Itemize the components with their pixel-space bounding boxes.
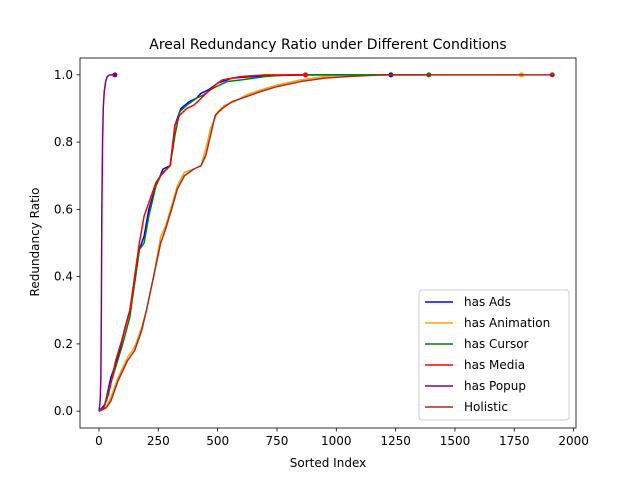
x-tick-label: 750 [266, 434, 289, 448]
chart-title: Areal Redundancy Ratio under Different C… [149, 37, 506, 53]
legend-label: has Ads [464, 295, 511, 309]
y-axis: 0.0 0.2 0.4 0.6 0.8 1.0 [54, 68, 80, 418]
legend: has Ads has Animation has Cursor has Media h… [418, 289, 570, 421]
legend-label: has Animation [464, 316, 550, 330]
legend-label: has Media [464, 358, 525, 372]
series-end-marker-has-media [302, 72, 308, 78]
y-tick-label: 0.0 [54, 404, 73, 418]
legend-label: has Cursor [464, 337, 529, 351]
x-tick-label: 250 [147, 434, 170, 448]
legend-label: has Popup [464, 379, 526, 393]
series-line-holistic [98, 74, 553, 412]
y-axis-label: Redundancy Ratio [28, 188, 42, 297]
legend-label: Holistic [464, 400, 508, 414]
x-tick-label: 1250 [380, 434, 411, 448]
x-tick-label: 500 [206, 434, 229, 448]
y-tick-label: 0.8 [54, 135, 73, 149]
legend-box [418, 289, 570, 421]
y-tick-label: 0.2 [54, 337, 73, 351]
plot-frame [79, 57, 577, 429]
x-tick-label: 1000 [321, 434, 352, 448]
series-line-has-popup [98, 74, 115, 412]
series-end-marker-holistic [549, 72, 555, 78]
series-end-marker-has-popup [112, 72, 118, 78]
y-tick-label: 1.0 [54, 68, 73, 82]
plot-area [79, 57, 577, 429]
x-axis: 0 250 500 750 1000 1250 1500 1750 2000 [95, 428, 589, 448]
x-tick-label: 0 [95, 434, 103, 448]
x-axis-label: Sorted Index [290, 456, 366, 470]
y-tick-label: 0.4 [54, 270, 73, 284]
series-layer [98, 72, 555, 412]
x-tick-label: 1500 [440, 434, 471, 448]
x-tick-label: 1750 [499, 434, 530, 448]
y-tick-label: 0.6 [54, 202, 73, 216]
series-line-has-media [98, 74, 306, 412]
x-tick-label: 2000 [558, 434, 589, 448]
